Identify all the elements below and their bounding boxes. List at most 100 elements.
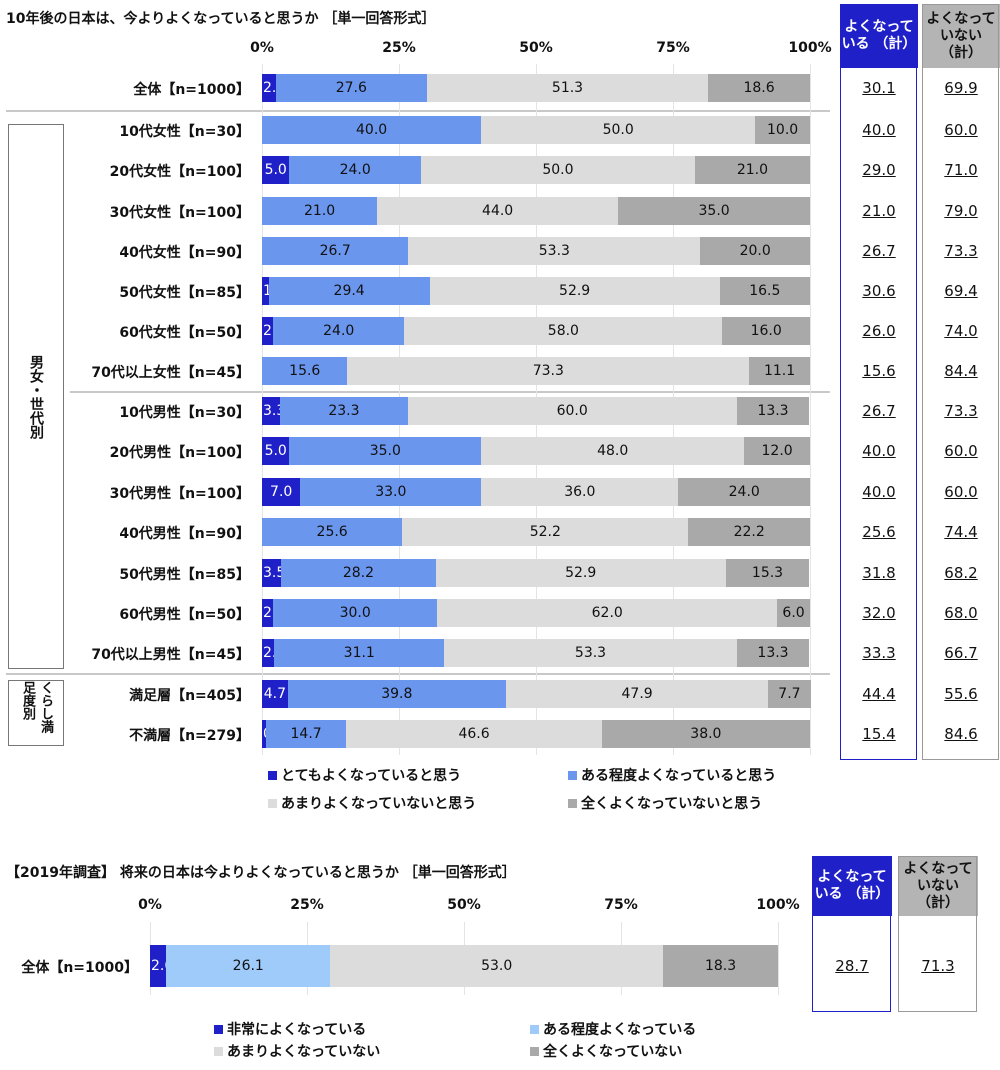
x-tick-label: 75% bbox=[656, 40, 690, 56]
bar-segment-2: 52.9 bbox=[429, 277, 720, 305]
summary-value-bad: 74.4 bbox=[944, 523, 978, 541]
bar-segment-3: 24.0 bbox=[678, 478, 810, 506]
legend-item: 非常によくなっている bbox=[214, 1019, 366, 1039]
divider bbox=[6, 673, 830, 675]
legend-label: とてもよくなっていると思う bbox=[281, 768, 462, 784]
bar-segment-2: 50.0 bbox=[420, 156, 695, 184]
bar-segment-1: 26.7 bbox=[262, 237, 409, 265]
legend-label: あまりよくなっていない bbox=[227, 1044, 381, 1060]
bar-segment-0: 2.6 bbox=[150, 945, 173, 987]
legend-item: ある程度よくなっていると思う bbox=[568, 765, 776, 785]
summary-value-bad: 60.0 bbox=[944, 442, 978, 460]
summary-value-good: 28.7 bbox=[835, 957, 869, 975]
bar-segment-2: 52.9 bbox=[435, 559, 726, 587]
summary-value-good: 44.4 bbox=[862, 685, 896, 703]
x-tick-label: 50% bbox=[447, 897, 481, 913]
legend-item: 全くよくなっていないと思う bbox=[568, 793, 762, 813]
bar-segment-1: 40.0 bbox=[262, 116, 482, 144]
row-label: 70代以上男性【n=45】 bbox=[91, 647, 250, 663]
bar-segment-3: 13.3 bbox=[736, 639, 810, 667]
legend-item: あまりよくなっていないと思う bbox=[268, 793, 476, 813]
bar-segment-3: 12.0 bbox=[744, 437, 810, 465]
bar-segment-1: 24.0 bbox=[289, 156, 421, 184]
divider bbox=[70, 391, 830, 393]
x-tick-label: 100% bbox=[788, 40, 832, 56]
legend-swatch bbox=[568, 798, 577, 808]
row-label: 50代男性【n=85】 bbox=[119, 567, 250, 583]
bar-segment-2: 47.9 bbox=[505, 680, 769, 708]
legend-swatch bbox=[530, 1024, 539, 1034]
summary-column-good-frame bbox=[812, 856, 891, 1012]
bar-segment-3: 7.7 bbox=[768, 680, 811, 708]
bar-segment-0: 5.0 bbox=[262, 437, 290, 465]
summary-value-good: 40.0 bbox=[862, 483, 896, 501]
legend-item: とてもよくなっていると思う bbox=[268, 765, 461, 785]
summary-value-bad: 71.3 bbox=[921, 957, 955, 975]
summary-value-bad: 84.6 bbox=[944, 725, 978, 743]
legend-swatch bbox=[530, 1046, 539, 1056]
bar-segment-1: 14.7 bbox=[265, 720, 347, 748]
legend-swatch bbox=[214, 1024, 223, 1034]
bar-segment-3: 18.3 bbox=[663, 945, 778, 987]
bar-segment-1: 26.1 bbox=[166, 945, 331, 987]
bar-segment-3: 38.0 bbox=[601, 720, 810, 748]
x-tick-label: 25% bbox=[290, 897, 324, 913]
bar-segment-2: 44.0 bbox=[377, 197, 619, 225]
summary-value-good: 15.4 bbox=[862, 725, 896, 743]
summary-column-bad-frame bbox=[922, 4, 999, 760]
summary-value-bad: 73.3 bbox=[944, 242, 978, 260]
bar-segment-3: 10.0 bbox=[755, 116, 810, 144]
bar-segment-1: 21.0 bbox=[262, 197, 378, 225]
row-label: 全体【n=1000】 bbox=[133, 82, 250, 98]
legend-item: 全くよくなっていない bbox=[530, 1041, 682, 1061]
summary-value-bad: 69.9 bbox=[944, 79, 978, 97]
row-label: 不満層【n=279】 bbox=[129, 728, 250, 744]
summary-value-good: 32.0 bbox=[862, 604, 896, 622]
summary-value-good: 31.8 bbox=[862, 564, 896, 582]
row-label: 30代女性【n=100】 bbox=[109, 205, 250, 221]
summary-value-bad: 74.0 bbox=[944, 322, 978, 340]
summary-value-good: 40.0 bbox=[862, 442, 896, 460]
summary-value-bad: 79.0 bbox=[944, 202, 978, 220]
bar-segment-1: 35.0 bbox=[289, 437, 482, 465]
bar-segment-3: 15.3 bbox=[725, 559, 810, 587]
bar-segment-1: 39.8 bbox=[287, 680, 506, 708]
summary-value-bad: 68.2 bbox=[944, 564, 978, 582]
legend-label: ある程度よくなっていると思う bbox=[581, 768, 777, 784]
row-label: 20代男性【n=100】 bbox=[109, 445, 250, 461]
bar-segment-3: 11.1 bbox=[749, 357, 810, 385]
summary-header-bad: よくなって いない （計） bbox=[922, 4, 1000, 68]
x-tick-label: 75% bbox=[604, 897, 638, 913]
summary-header-good: よくなって いる （計） bbox=[812, 856, 892, 916]
bar-segment-1: 28.2 bbox=[281, 559, 436, 587]
bar-segment-1: 15.6 bbox=[262, 357, 348, 385]
summary-header-bad: よくなって いない （計） bbox=[898, 856, 978, 916]
bar-segment-0: 7.0 bbox=[262, 478, 301, 506]
summary-value-good: 30.6 bbox=[862, 282, 896, 300]
bar-segment-0: 4.7 bbox=[262, 680, 288, 708]
legend-item: ある程度よくなっている bbox=[530, 1019, 696, 1039]
bar-segment-2: 62.0 bbox=[437, 599, 778, 627]
gridline bbox=[778, 922, 779, 995]
x-tick-label: 100% bbox=[756, 897, 800, 913]
summary-value-good: 26.7 bbox=[862, 402, 896, 420]
chart1-title: 10年後の日本は、今よりよくなっていると思うか ［単一回答形式］ bbox=[6, 11, 436, 27]
legend-label: 非常によくなっている bbox=[227, 1022, 367, 1038]
row-label: 20代女性【n=100】 bbox=[109, 164, 250, 180]
bar-segment-2: 73.3 bbox=[347, 357, 750, 385]
summary-value-good: 40.0 bbox=[862, 121, 896, 139]
bar-segment-2: 52.2 bbox=[402, 518, 689, 546]
summary-value-good: 25.6 bbox=[862, 523, 896, 541]
divider bbox=[6, 110, 830, 112]
x-tick-label: 0% bbox=[250, 40, 274, 56]
summary-value-bad: 55.6 bbox=[944, 685, 978, 703]
bar-segment-0: 5.0 bbox=[262, 156, 290, 184]
x-tick-label: 25% bbox=[382, 40, 416, 56]
bar-segment-1: 33.0 bbox=[300, 478, 482, 506]
row-label: 10代女性【n=30】 bbox=[119, 124, 250, 140]
summary-column-bad-frame bbox=[898, 856, 977, 1012]
summary-value-good: 15.6 bbox=[862, 362, 896, 380]
bar-segment-3: 6.0 bbox=[777, 599, 810, 627]
bar-segment-0: 3.5 bbox=[262, 559, 285, 587]
